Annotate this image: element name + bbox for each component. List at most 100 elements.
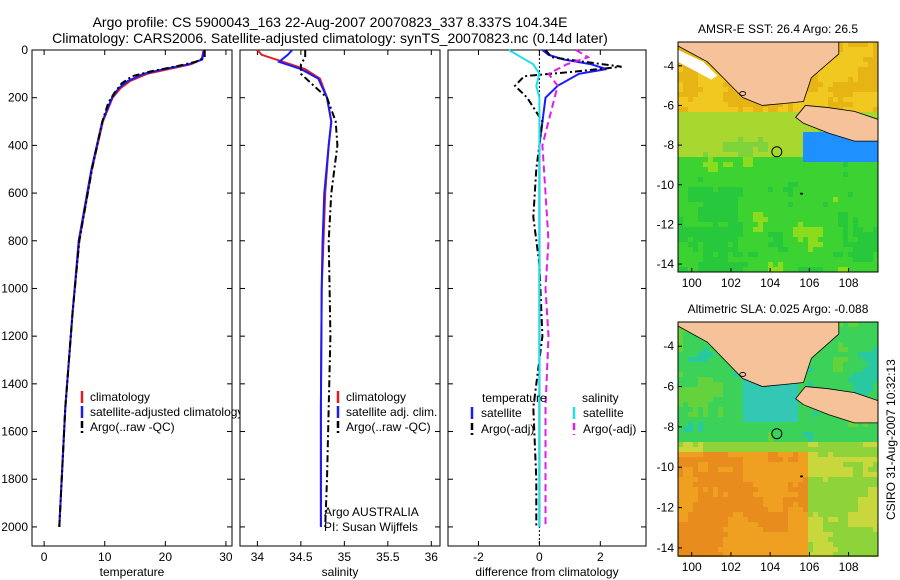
map-cell — [783, 242, 788, 247]
map-cell — [688, 452, 693, 457]
map-cell — [733, 147, 738, 152]
map-cell — [773, 132, 778, 137]
chart-title-line1: Argo profile: CS 5900043_163 22-Aug-2007… — [92, 14, 568, 30]
map-cell — [793, 137, 798, 142]
map-cell — [783, 267, 788, 272]
map-cell — [778, 127, 783, 132]
map-cell — [713, 497, 718, 502]
map-cell — [758, 207, 763, 212]
map-cell — [713, 127, 718, 132]
map-cell — [743, 262, 748, 267]
map-cell — [718, 492, 723, 497]
map-cell — [763, 482, 768, 487]
map-cell — [773, 522, 778, 527]
map-cell — [773, 237, 778, 242]
map-cell — [698, 212, 703, 217]
map-cell — [723, 107, 728, 112]
map-cell — [758, 227, 763, 232]
map-cell — [683, 547, 688, 552]
map-cell — [823, 157, 828, 162]
map-cell — [678, 117, 683, 122]
map-cell — [758, 222, 763, 227]
map-cell — [818, 137, 823, 142]
map-cell — [863, 112, 868, 117]
map-cell — [683, 537, 688, 542]
map-cell — [713, 527, 718, 532]
map-cell — [863, 192, 868, 197]
map-cell — [823, 382, 828, 387]
map-cell — [723, 367, 728, 372]
map-cell — [738, 197, 743, 202]
map-cell — [873, 57, 878, 62]
map-cell — [873, 507, 878, 512]
map-cell — [683, 167, 688, 172]
map-cell — [818, 182, 823, 187]
map-cell — [803, 252, 808, 257]
map-cell — [778, 482, 783, 487]
map-cell — [838, 537, 843, 542]
map-cell — [678, 87, 683, 92]
map-cell — [693, 157, 698, 162]
map-cell — [753, 402, 758, 407]
map-cell — [753, 397, 758, 402]
map-cell — [693, 182, 698, 187]
map-cell — [723, 517, 728, 522]
map-cell — [873, 177, 878, 182]
depth-tick-label: 1800 — [1, 472, 28, 486]
map-cell — [688, 407, 693, 412]
map-cell — [718, 242, 723, 247]
map-cell — [868, 187, 873, 192]
map-cell — [748, 392, 753, 397]
map-cell — [703, 102, 708, 107]
map-cell — [868, 267, 873, 272]
map-cell — [798, 217, 803, 222]
sla-map-christmas-island — [800, 475, 804, 478]
map-cell — [773, 477, 778, 482]
map-cell — [683, 212, 688, 217]
map-cell — [718, 107, 723, 112]
map-cell — [688, 337, 693, 342]
map-cell — [823, 432, 828, 437]
map-cell — [728, 92, 733, 97]
map-cell — [783, 437, 788, 442]
map-cell — [873, 337, 878, 342]
map-cell — [718, 467, 723, 472]
map-cell — [773, 202, 778, 207]
map-cell — [848, 232, 853, 237]
map-cell — [768, 182, 773, 187]
map-cell — [778, 132, 783, 137]
map-cell — [768, 452, 773, 457]
map-cell — [703, 432, 708, 437]
map-cell — [713, 522, 718, 527]
map-cell — [873, 352, 878, 357]
map-cell — [723, 117, 728, 122]
map-cell — [798, 502, 803, 507]
map-cell — [723, 377, 728, 382]
map-cell — [708, 252, 713, 257]
map-cell — [713, 247, 718, 252]
map-cell — [723, 387, 728, 392]
map-cell — [848, 217, 853, 222]
map-cell — [718, 502, 723, 507]
map-cell — [818, 202, 823, 207]
map-cell — [828, 97, 833, 102]
map-cell — [678, 497, 683, 502]
map-cell — [808, 137, 813, 142]
map-cell — [778, 247, 783, 252]
map-cell — [808, 247, 813, 252]
map-cell — [803, 417, 808, 422]
map-cell — [773, 267, 778, 272]
map-cell — [713, 372, 718, 377]
map-cell — [843, 357, 848, 362]
map-cell — [678, 207, 683, 212]
map-cell — [833, 207, 838, 212]
map-cell — [828, 352, 833, 357]
map-cell — [823, 522, 828, 527]
map-cell — [813, 132, 818, 137]
map-cell — [793, 532, 798, 537]
map-cell — [698, 487, 703, 492]
map-cell — [728, 452, 733, 457]
map-cell — [698, 427, 703, 432]
map-cell — [713, 517, 718, 522]
map-cell — [778, 187, 783, 192]
